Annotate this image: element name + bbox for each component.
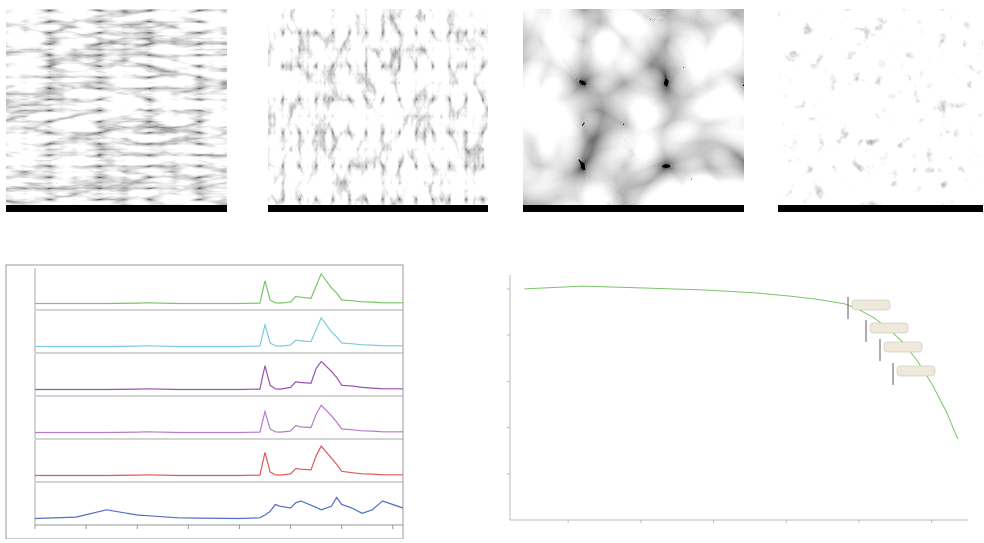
sem-scale-bar: [268, 205, 488, 212]
callout-box: [896, 365, 936, 377]
sem-texture: [268, 9, 488, 205]
spectrum: [35, 272, 403, 305]
spectrum: [35, 316, 403, 348]
callout-box: [851, 299, 891, 311]
sem-texture: [6, 9, 227, 205]
sem-scale-bar: [6, 205, 227, 212]
sem-texture: [523, 9, 744, 205]
spectrum: [35, 445, 403, 477]
sem-texture: [778, 9, 983, 205]
ftir-frame: [5, 264, 404, 540]
sem-images: [6, 9, 983, 212]
sem-scale-bar: [778, 205, 983, 212]
callout-box: [883, 341, 923, 353]
sem-scale-bar: [523, 205, 744, 212]
spectrum: [34, 496, 404, 520]
spectrum: [35, 404, 403, 434]
spectrum: [35, 360, 403, 391]
tga-curve: [524, 285, 959, 440]
callout-box: [869, 322, 909, 334]
